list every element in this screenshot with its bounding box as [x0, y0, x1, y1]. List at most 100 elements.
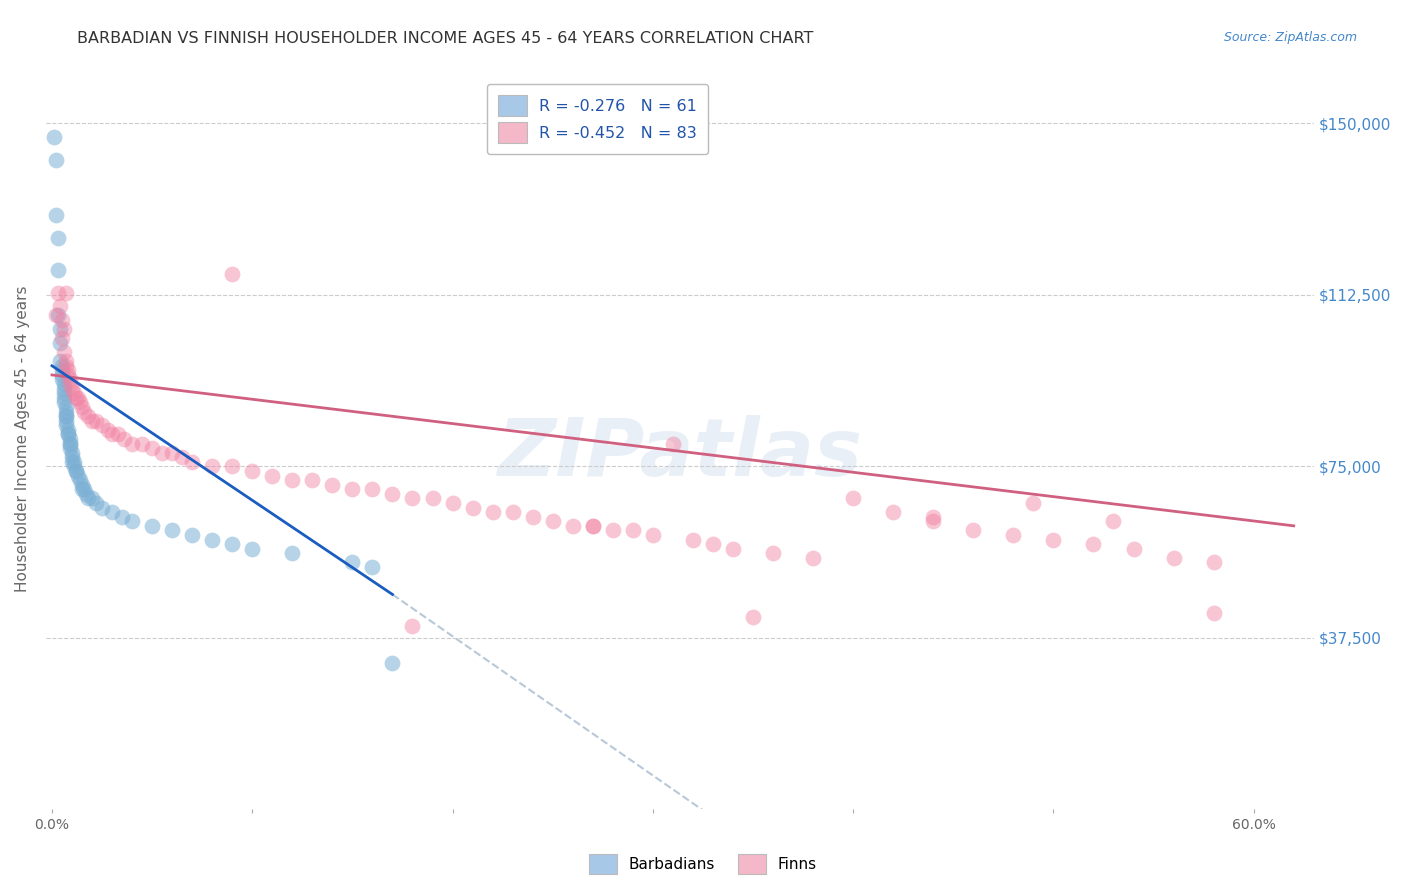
Point	[63, 459, 86, 474]
Point	[65, 464, 87, 478]
Point	[59, 441, 82, 455]
Point	[51, 359, 73, 373]
Point	[59, 436, 82, 450]
Point	[107, 427, 129, 442]
Point	[682, 533, 704, 547]
Point	[51, 331, 73, 345]
Point	[422, 491, 444, 506]
Point	[962, 524, 984, 538]
Point	[522, 509, 544, 524]
Point	[541, 514, 564, 528]
Point	[46, 262, 69, 277]
Point	[75, 487, 97, 501]
Point	[66, 391, 89, 405]
Point	[342, 482, 364, 496]
Point	[301, 473, 323, 487]
Point	[49, 299, 72, 313]
Point	[922, 509, 945, 524]
Point	[922, 514, 945, 528]
Point	[201, 533, 224, 547]
Point	[59, 436, 82, 450]
Point	[721, 541, 744, 556]
Point	[160, 524, 183, 538]
Point	[63, 455, 86, 469]
Point	[141, 441, 163, 455]
Point	[55, 359, 77, 373]
Point	[801, 550, 824, 565]
Point	[77, 491, 100, 506]
Point	[55, 418, 77, 433]
Point	[401, 491, 423, 506]
Point	[502, 505, 524, 519]
Point	[561, 519, 583, 533]
Point	[49, 354, 72, 368]
Point	[55, 404, 77, 418]
Point	[201, 459, 224, 474]
Point	[361, 482, 384, 496]
Point	[53, 322, 76, 336]
Point	[56, 368, 79, 382]
Point	[42, 130, 65, 145]
Point	[842, 491, 865, 506]
Point	[51, 372, 73, 386]
Point	[53, 377, 76, 392]
Point	[45, 208, 67, 222]
Text: BARBADIAN VS FINNISH HOUSEHOLDER INCOME AGES 45 - 64 YEARS CORRELATION CHART: BARBADIAN VS FINNISH HOUSEHOLDER INCOME …	[77, 31, 814, 46]
Point	[60, 382, 83, 396]
Point	[240, 541, 263, 556]
Legend: Barbadians, Finns: Barbadians, Finns	[583, 848, 823, 880]
Point	[53, 391, 76, 405]
Point	[342, 556, 364, 570]
Point	[101, 427, 124, 442]
Point	[181, 455, 204, 469]
Point	[321, 477, 343, 491]
Point	[60, 445, 83, 459]
Point	[70, 482, 93, 496]
Point	[60, 455, 83, 469]
Point	[55, 409, 77, 423]
Point	[602, 524, 624, 538]
Point	[702, 537, 724, 551]
Point	[91, 418, 114, 433]
Point	[1102, 514, 1125, 528]
Point	[49, 322, 72, 336]
Y-axis label: Householder Income Ages 45 - 64 years: Householder Income Ages 45 - 64 years	[15, 285, 30, 592]
Point	[1042, 533, 1064, 547]
Point	[55, 285, 77, 300]
Point	[121, 514, 143, 528]
Point	[1002, 528, 1025, 542]
Point	[77, 409, 100, 423]
Point	[742, 610, 765, 624]
Legend: R = -0.276   N = 61, R = -0.452   N = 83: R = -0.276 N = 61, R = -0.452 N = 83	[486, 84, 709, 153]
Point	[641, 528, 664, 542]
Point	[46, 285, 69, 300]
Point	[60, 450, 83, 465]
Point	[66, 468, 89, 483]
Point	[84, 496, 107, 510]
Point	[45, 153, 67, 167]
Point	[121, 436, 143, 450]
Point	[97, 423, 120, 437]
Point	[141, 519, 163, 533]
Point	[101, 505, 124, 519]
Point	[461, 500, 484, 515]
Point	[181, 528, 204, 542]
Point	[55, 414, 77, 428]
Point	[69, 473, 91, 487]
Point	[381, 487, 404, 501]
Point	[55, 400, 77, 414]
Point	[53, 395, 76, 409]
Point	[56, 427, 79, 442]
Point	[882, 505, 904, 519]
Point	[1122, 541, 1144, 556]
Point	[45, 309, 67, 323]
Point	[582, 519, 605, 533]
Point	[51, 368, 73, 382]
Point	[172, 450, 194, 465]
Point	[441, 496, 464, 510]
Point	[131, 436, 153, 450]
Point	[65, 391, 87, 405]
Point	[262, 468, 284, 483]
Point	[1163, 550, 1185, 565]
Point	[84, 414, 107, 428]
